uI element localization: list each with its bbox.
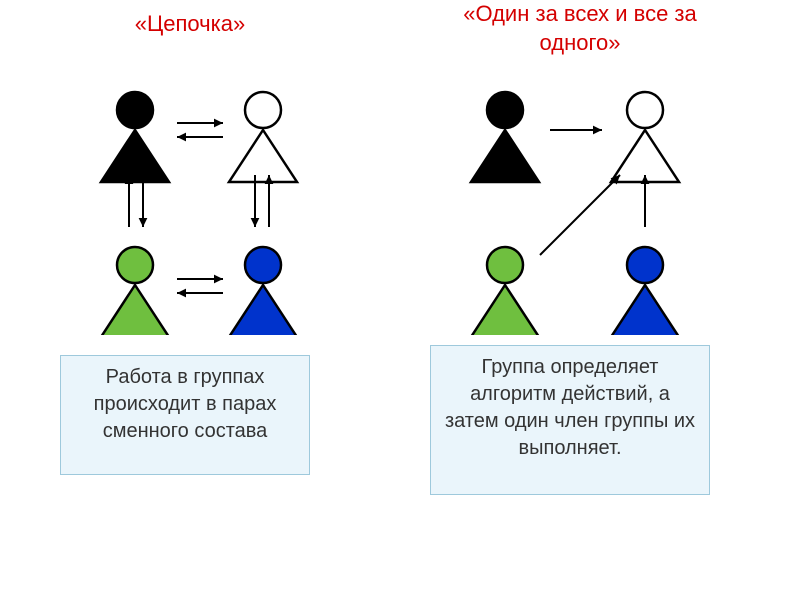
blue-head-icon (627, 247, 663, 283)
green-head-icon (487, 247, 523, 283)
arrow-head-icon (251, 218, 260, 227)
white-body-icon (611, 130, 679, 182)
green-head-icon (117, 247, 153, 283)
right-title: «Один за всех и все за одного» (450, 0, 710, 57)
black-body-icon (101, 130, 169, 182)
arrow-head-icon (139, 218, 148, 227)
arrow-head-icon (177, 133, 186, 142)
blue-body-icon (611, 285, 679, 335)
black-head-icon (117, 92, 153, 128)
left-diagram (85, 55, 315, 335)
white-head-icon (627, 92, 663, 128)
left-title: «Цепочка» (100, 10, 280, 39)
green-body-icon (101, 285, 169, 335)
white-body-icon (229, 130, 297, 182)
arrow-head-icon (593, 126, 602, 135)
blue-head-icon (245, 247, 281, 283)
arrow-line (540, 175, 620, 255)
arrow-head-icon (214, 119, 223, 128)
arrow-head-icon (177, 289, 186, 298)
left-caption: Работа в группах происходит в парах смен… (60, 355, 310, 475)
right-diagram (450, 55, 730, 335)
green-body-icon (471, 285, 539, 335)
black-head-icon (487, 92, 523, 128)
black-body-icon (471, 130, 539, 182)
right-caption: Группа определяет алгоритм действий, а з… (430, 345, 710, 495)
blue-body-icon (229, 285, 297, 335)
white-head-icon (245, 92, 281, 128)
arrow-head-icon (214, 275, 223, 284)
